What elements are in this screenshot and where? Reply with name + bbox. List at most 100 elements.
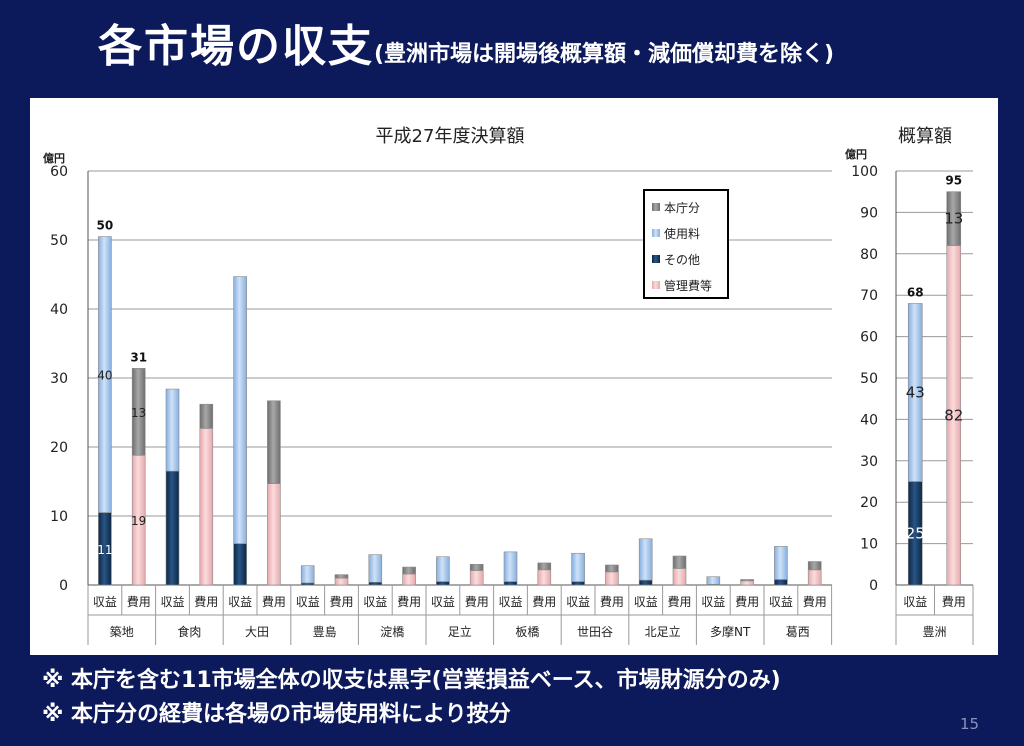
note-2: ※ 本庁分の経費は各場の市場使用料により按分	[42, 702, 511, 727]
y-tick-label: 20	[860, 495, 878, 511]
bar-segment	[233, 276, 247, 544]
group-label: 北足立	[645, 624, 681, 639]
x-tick-label: 費用	[667, 594, 691, 609]
x-tick-label: 収益	[363, 595, 387, 609]
bar-segment	[98, 236, 112, 513]
total-label: 95	[945, 174, 962, 188]
bar-segment	[807, 569, 822, 586]
group-label: 世田谷	[577, 625, 613, 639]
y-tick-label: 100	[851, 164, 878, 180]
bar-segment	[199, 403, 214, 429]
bar-segment	[672, 555, 687, 569]
y-tick-label: 50	[860, 371, 878, 387]
chart-title: 平成27年度決算額	[376, 126, 525, 147]
bar-segment	[774, 546, 788, 580]
x-tick-label: 収益	[903, 595, 927, 609]
bar-segment	[368, 554, 383, 583]
group-label: 大田	[245, 625, 269, 639]
bar-segment	[740, 580, 754, 586]
bar-segment	[537, 562, 552, 571]
x-tick-label: 費用	[397, 594, 421, 609]
x-tick-label: 収益	[498, 595, 522, 609]
slide-subtitle: (豊洲市場は開場後概算額・減価償却費を除く)	[374, 42, 835, 67]
bar-segment	[605, 564, 619, 573]
bar-segment	[436, 556, 450, 582]
bar-segment	[402, 566, 416, 575]
y-tick-label: 10	[50, 509, 68, 525]
y-axis-unit: 億円	[43, 151, 65, 165]
x-tick-label: 収益	[93, 595, 117, 609]
x-tick-label: 費用	[803, 594, 827, 609]
data-label: 82	[944, 406, 963, 424]
bar-segment	[402, 573, 416, 586]
data-label: 25	[906, 524, 925, 542]
y-tick-label: 0	[869, 578, 878, 594]
x-tick-label: 費用	[262, 594, 286, 609]
y-tick-label: 70	[860, 288, 878, 304]
page-number: 15	[960, 715, 980, 733]
legend-label: 本庁分	[664, 201, 700, 215]
group-label: 板橋	[515, 625, 539, 639]
bar-segment	[774, 579, 788, 586]
bar-segment	[300, 582, 315, 586]
total-label: 50	[97, 219, 114, 233]
bar-segment	[469, 563, 484, 571]
bar-segment	[199, 428, 214, 586]
y-tick-label: 60	[860, 330, 878, 346]
bar-segment	[165, 388, 180, 472]
legend-swatch	[652, 281, 660, 289]
total-label: 31	[130, 350, 147, 364]
y-axis-unit: 億円	[845, 147, 867, 161]
slide-title-block: 各市場の収支(豊洲市場は開場後概算額・減価償却費を除く)	[98, 10, 834, 74]
bar-segment	[300, 565, 315, 584]
x-tick-label: 収益	[701, 595, 725, 609]
bar-segment	[946, 191, 962, 246]
y-tick-label: 50	[50, 233, 68, 249]
bar-segment	[503, 581, 518, 586]
bar-segment	[907, 303, 923, 482]
bar-segment	[605, 571, 619, 586]
bar-segment	[807, 561, 822, 571]
group-label: 豊洲	[922, 625, 946, 639]
group-label: 豊島	[313, 624, 337, 639]
bar-segment	[267, 483, 281, 586]
group-label: 築地	[110, 624, 134, 639]
x-tick-label: 費用	[532, 594, 556, 609]
x-tick-label: 収益	[634, 595, 658, 609]
x-tick-label: 費用	[127, 594, 151, 609]
legend-swatch	[652, 229, 660, 237]
y-tick-label: 30	[860, 454, 878, 470]
data-label: 19	[131, 514, 146, 528]
bar-segment	[368, 581, 383, 586]
bar-segment	[469, 570, 484, 586]
y-tick-label: 60	[50, 164, 68, 180]
x-tick-label: 収益	[431, 595, 455, 609]
legend-swatch	[652, 255, 660, 263]
legend-swatch	[652, 203, 660, 211]
group-label: 足立	[448, 624, 472, 639]
y-tick-label: 20	[50, 440, 68, 456]
bar-segment	[638, 538, 653, 581]
data-label: 40	[97, 369, 112, 383]
bar-segment	[334, 574, 349, 579]
y-tick-label: 90	[860, 205, 878, 221]
group-label: 葛西	[786, 625, 810, 639]
bar-segment	[334, 577, 349, 586]
y-tick-label: 10	[860, 537, 878, 553]
x-tick-label: 収益	[769, 595, 793, 609]
bar-segment	[571, 581, 585, 586]
chart-title: 概算額	[898, 126, 952, 147]
bar-segment	[740, 579, 754, 582]
legend-label: その他	[664, 253, 700, 267]
bar-segment	[267, 400, 281, 484]
x-tick-label: 収益	[160, 595, 184, 609]
bar-segment	[436, 581, 450, 586]
x-tick-label: 費用	[942, 594, 966, 609]
data-label: 11	[97, 543, 112, 557]
bar-segment	[233, 543, 247, 586]
x-tick-label: 収益	[566, 595, 590, 609]
